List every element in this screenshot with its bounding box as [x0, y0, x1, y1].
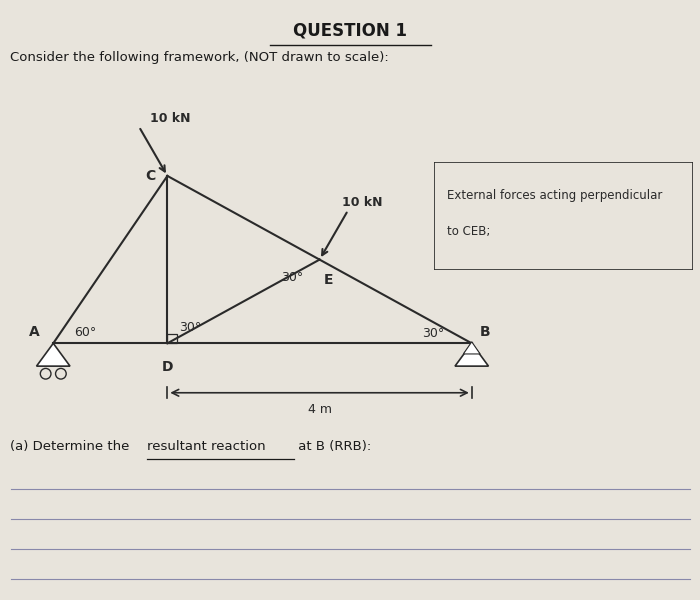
Text: B: B — [480, 325, 490, 340]
Text: at B (RRB):: at B (RRB): — [294, 440, 371, 453]
Text: 4 m: 4 m — [307, 403, 332, 416]
Text: Consider the following framework, (NOT drawn to scale):: Consider the following framework, (NOT d… — [10, 51, 389, 64]
Text: E: E — [324, 274, 334, 287]
Text: 10 kN: 10 kN — [342, 196, 382, 209]
Text: QUESTION 1: QUESTION 1 — [293, 22, 407, 40]
Text: 60°: 60° — [75, 326, 97, 338]
Text: 30°: 30° — [281, 271, 304, 284]
Text: (a) Determine the: (a) Determine the — [10, 440, 134, 453]
Text: 30°: 30° — [180, 321, 202, 334]
Polygon shape — [455, 343, 489, 366]
Text: C: C — [146, 169, 156, 183]
Polygon shape — [463, 342, 480, 354]
Text: A: A — [29, 325, 40, 339]
Text: to CEB;: to CEB; — [447, 224, 490, 238]
Text: 10 kN: 10 kN — [150, 112, 191, 125]
Text: External forces acting perpendicular: External forces acting perpendicular — [447, 189, 662, 202]
Text: D: D — [162, 360, 173, 374]
Polygon shape — [36, 343, 70, 366]
Text: resultant reaction: resultant reaction — [147, 440, 265, 453]
Text: 30°: 30° — [422, 327, 444, 340]
